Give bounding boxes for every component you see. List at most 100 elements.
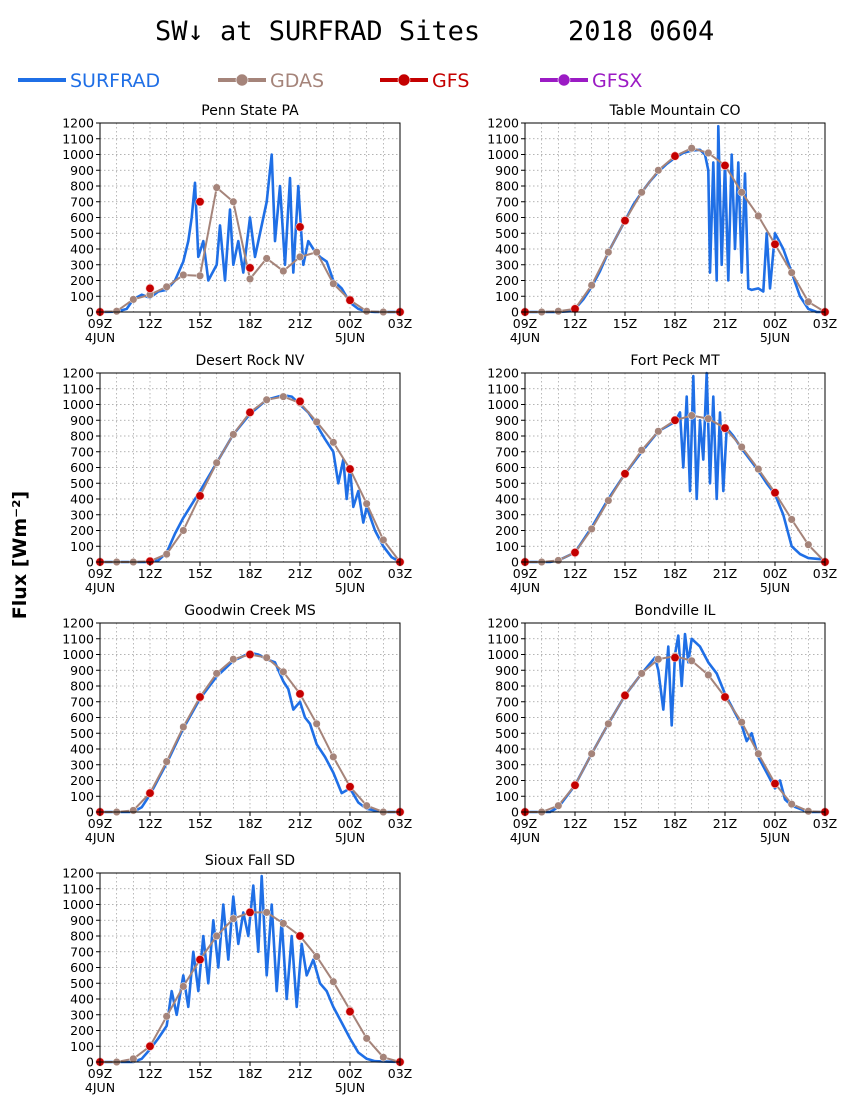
y-tick-label: 900: [495, 413, 519, 428]
x-date-label: 5JUN: [760, 830, 790, 845]
gfs-point: [770, 488, 780, 498]
y-tick-label: 1100: [487, 381, 519, 396]
gdas-point: [787, 800, 796, 809]
y-axis-label: Flux [Wm⁻²]: [9, 491, 31, 619]
gdas-point: [704, 148, 713, 157]
legend-marker: [557, 73, 571, 87]
gdas-point: [787, 515, 796, 524]
gdas-point: [379, 1053, 388, 1062]
x-tick-label: 03Z: [388, 566, 412, 581]
gfs-point: [670, 653, 680, 663]
y-tick-label: 1000: [487, 397, 519, 412]
y-tick-label: 1100: [62, 131, 94, 146]
y-tick-label: 100: [495, 289, 519, 304]
y-tick-label: 400: [70, 492, 94, 507]
x-date-label: 4JUN: [85, 330, 115, 345]
legend-marker: [397, 73, 411, 87]
gfs-point: [670, 415, 680, 425]
x-tick-label: 12Z: [138, 1066, 162, 1081]
gdas-point: [279, 267, 288, 276]
gdas-point: [637, 188, 646, 197]
y-tick-label: 1200: [487, 366, 519, 381]
y-tick-label: 400: [495, 242, 519, 257]
gdas-point: [362, 801, 371, 810]
series-surfrad: [99, 153, 400, 314]
gfs-point: [195, 955, 205, 965]
gdas-point: [704, 670, 713, 680]
gdas-point: [554, 556, 563, 565]
x-tick-label: 00Z: [338, 316, 362, 331]
gfs-point: [345, 464, 355, 474]
x-tick-label: 15Z: [188, 316, 212, 331]
y-tick-label: 100: [70, 539, 94, 554]
gdas-point: [754, 749, 763, 758]
gdas-point: [262, 908, 271, 917]
panel-fort-peck-mt: Fort Peck MT 0100200300400500600700800900…: [487, 353, 837, 595]
y-tick-label: 1200: [62, 366, 94, 381]
gdas-point: [554, 801, 563, 810]
y-tick-label: 900: [70, 413, 94, 428]
legend-item-surfrad: SURFRAD: [18, 70, 160, 92]
gfs-point: [195, 491, 205, 501]
gdas-point: [279, 392, 288, 401]
y-tick-label: 500: [495, 476, 519, 491]
x-tick-label: 00Z: [338, 566, 362, 581]
x-tick-label: 15Z: [613, 566, 637, 581]
y-tick-label: 400: [70, 242, 94, 257]
gdas-point: [687, 144, 696, 153]
y-tick-label: 600: [70, 710, 94, 725]
y-tick-label: 800: [70, 429, 94, 444]
y-tick-label: 500: [70, 726, 94, 741]
gdas-point: [312, 719, 321, 728]
x-tick-label: 00Z: [763, 816, 787, 831]
y-tick-label: 800: [70, 679, 94, 694]
y-tick-label: 100: [495, 539, 519, 554]
y-tick-label: 1100: [62, 881, 94, 896]
y-tick-label: 1200: [62, 116, 94, 131]
x-date-label: 4JUN: [510, 830, 540, 845]
gdas-point: [329, 977, 338, 986]
gfs-point: [620, 469, 630, 479]
x-tick-label: 03Z: [388, 816, 412, 831]
x-tick-label: 03Z: [388, 1066, 412, 1081]
gdas-point: [162, 1012, 171, 1021]
panel-title: Goodwin Creek MS: [184, 603, 316, 619]
y-tick-label: 600: [70, 210, 94, 225]
y-tick-label: 600: [495, 710, 519, 725]
gdas-point: [295, 252, 305, 261]
x-date-label: 4JUN: [85, 580, 115, 595]
y-tick-label: 800: [495, 429, 519, 444]
x-tick-label: 15Z: [613, 816, 637, 831]
y-tick-label: 0: [511, 555, 519, 570]
y-tick-label: 1200: [487, 616, 519, 631]
x-date-label: 5JUN: [760, 580, 790, 595]
y-tick-label: 300: [495, 757, 519, 772]
gfs-point: [245, 263, 255, 273]
x-tick-label: 09Z: [513, 566, 537, 581]
gdas-point: [329, 438, 338, 447]
y-tick-label: 500: [495, 226, 519, 241]
gdas-point: [262, 254, 271, 263]
gdas-point: [312, 952, 321, 961]
gdas-point: [687, 656, 696, 665]
x-tick-label: 15Z: [613, 316, 637, 331]
gdas-point: [687, 411, 696, 420]
legend-label: GFS: [432, 70, 469, 92]
gdas-point: [704, 414, 713, 423]
y-tick-label: 900: [70, 663, 94, 678]
y-tick-label: 600: [70, 460, 94, 475]
x-date-label: 4JUN: [85, 1080, 115, 1095]
gdas-point: [162, 282, 171, 291]
gfs-point: [570, 548, 580, 558]
y-tick-label: 700: [70, 694, 94, 709]
gdas-point: [362, 307, 371, 316]
x-tick-label: 00Z: [338, 1066, 362, 1081]
gdas-point: [637, 446, 646, 455]
y-tick-label: 1000: [62, 147, 94, 162]
y-tick-label: 300: [70, 757, 94, 772]
y-tick-label: 1100: [62, 631, 94, 646]
x-date-label: 4JUN: [510, 330, 540, 345]
y-tick-label: 200: [495, 773, 519, 788]
y-tick-label: 1000: [487, 647, 519, 662]
x-tick-label: 15Z: [188, 816, 212, 831]
